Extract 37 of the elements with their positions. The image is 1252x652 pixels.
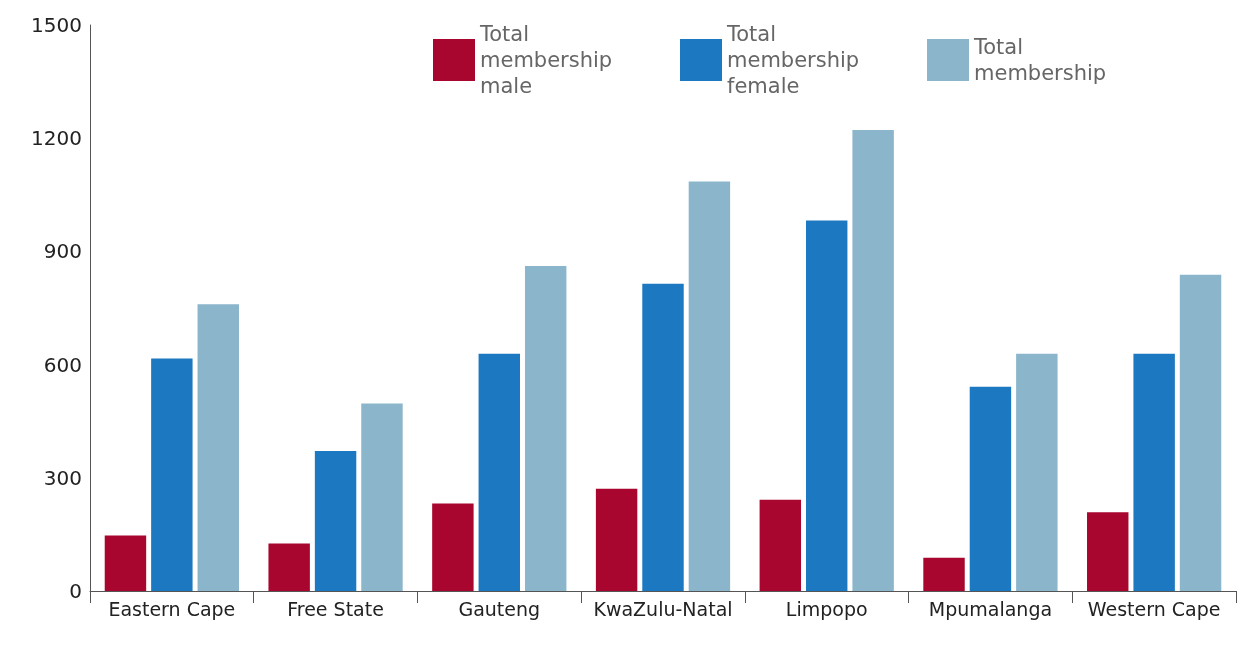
bar — [759, 499, 802, 591]
y-tick-label: 0 — [69, 579, 82, 603]
bar — [688, 181, 731, 591]
bar — [923, 557, 965, 591]
legend-label: Total membership female — [726, 22, 866, 98]
bar — [642, 283, 684, 591]
legend-label: Total membership — [973, 35, 1107, 85]
bar — [104, 535, 147, 591]
bar — [806, 220, 848, 591]
x-tick-label: Eastern Cape — [108, 597, 236, 620]
bar — [1179, 274, 1222, 591]
bar — [151, 358, 193, 591]
x-tick-label: Limpopo — [785, 597, 868, 620]
y-tick-label: 600 — [43, 352, 82, 377]
bar — [268, 543, 310, 591]
bar — [524, 266, 567, 591]
bar — [1087, 512, 1129, 591]
bar — [197, 304, 239, 591]
bar — [361, 403, 403, 591]
x-tick-label: Western Cape — [1087, 597, 1221, 620]
bar — [1016, 353, 1058, 591]
legend-label: Total membership male — [479, 22, 619, 98]
x-tick-label: Free State — [287, 597, 384, 620]
y-tick-label: 1500 — [31, 13, 82, 37]
x-tick-label: Mpumalanga — [928, 597, 1053, 620]
bar — [432, 503, 474, 591]
bar — [595, 488, 638, 591]
x-tick-label: KwaZulu-Natal — [593, 597, 733, 620]
x-tick-label: Gauteng — [458, 597, 541, 620]
bar — [852, 129, 894, 591]
y-tick-label: 300 — [43, 465, 82, 490]
y-tick-label: 1200 — [31, 126, 82, 151]
bar — [314, 451, 357, 591]
bar — [1133, 353, 1175, 591]
y-tick-label: 900 — [43, 239, 82, 264]
bar — [969, 386, 1012, 591]
bar — [478, 353, 520, 591]
